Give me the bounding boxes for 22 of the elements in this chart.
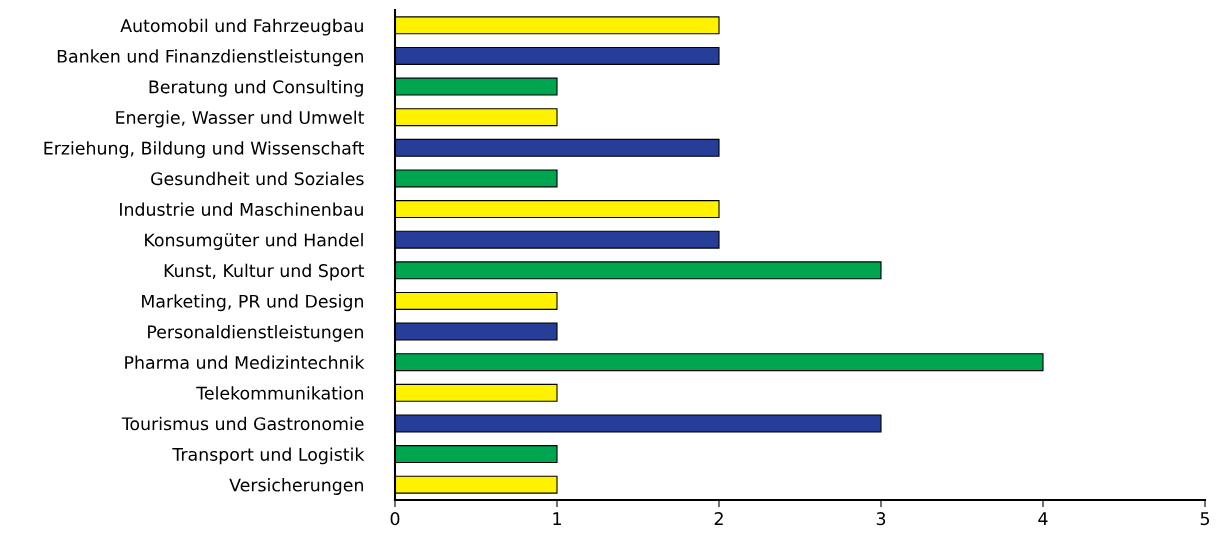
x-tick-label: 5 xyxy=(1200,512,1210,526)
x-tick-label: 4 xyxy=(1038,512,1048,525)
y-tick-label: Tourismus und Gastronomie xyxy=(121,416,364,431)
y-tick-label: Versicherungen xyxy=(229,478,363,495)
y-tick-label: Konsumgüter und Handel xyxy=(145,233,363,250)
y-tick-label: Transport und Logistik xyxy=(172,447,365,465)
y-tick-label: Energie, Wasser und Umwelt xyxy=(116,110,365,128)
x-tick-label: 1 xyxy=(553,512,561,525)
y-tick-label: Personaldienstleistungen xyxy=(148,324,363,342)
y-tick-label: Gesundheit und Soziales xyxy=(151,171,364,186)
y-tick-label: Industrie und Maschinenbau xyxy=(120,202,363,216)
y-tick-label: Telekommunikation xyxy=(196,386,363,400)
y-tick-label: Banken und Finanzdienstleistungen xyxy=(57,49,363,67)
y-tick-label: Pharma und Medizintechnik xyxy=(125,355,365,370)
y-tick-label: Erziehung, Bildung und Wissenschaft xyxy=(44,141,365,159)
x-tick-label: 2 xyxy=(714,512,723,525)
y-tick-label: Automobil und Fahrzeugbau xyxy=(120,18,363,36)
x-tick-label: 3 xyxy=(876,512,886,526)
y-tick-label: Marketing, PR und Design xyxy=(142,294,363,312)
y-tick-label: Kunst, Kultur und Sport xyxy=(164,263,365,281)
y-tick-label: Beratung und Consulting xyxy=(149,79,363,97)
x-tick-label: 0 xyxy=(390,512,400,526)
